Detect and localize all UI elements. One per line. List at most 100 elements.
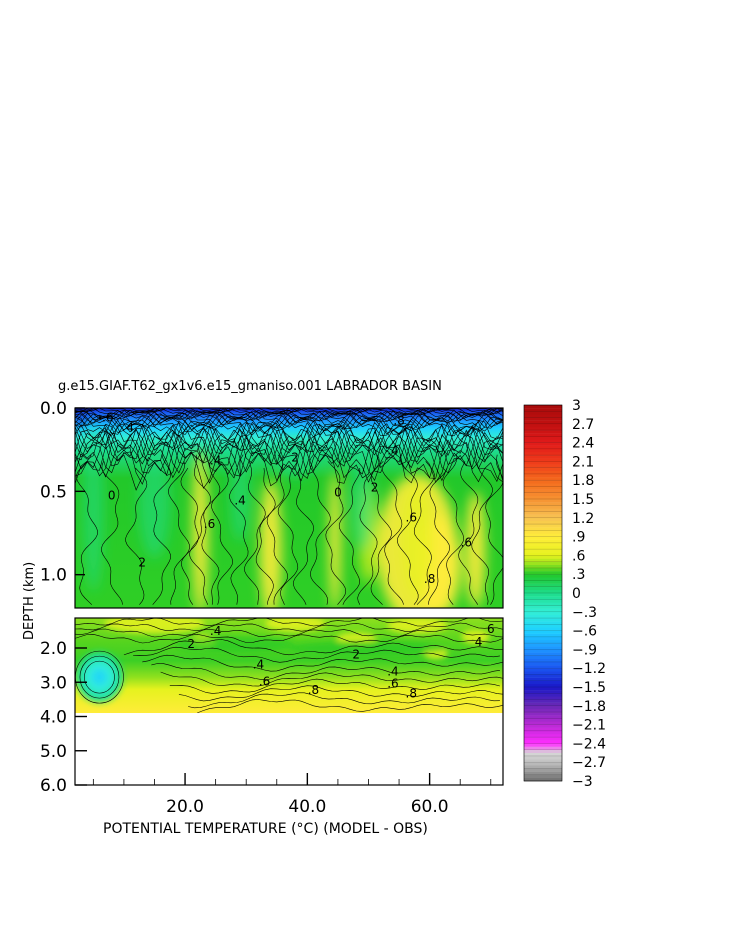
colorbar-band	[524, 608, 562, 612]
colorbar-band	[524, 734, 562, 738]
cool-region	[350, 449, 375, 550]
contour-line	[309, 454, 331, 605]
colorbar-band	[524, 524, 562, 528]
colorbar-label: 2.4	[572, 436, 594, 452]
colorbar-label: −1.8	[572, 699, 606, 715]
colorbar-band	[524, 405, 562, 409]
contour-line	[413, 461, 435, 605]
colorbar-band	[524, 649, 562, 653]
contour-label: 2	[291, 450, 299, 464]
colorbar-band	[524, 414, 562, 418]
colorbar-band	[524, 602, 562, 606]
contour-line	[75, 622, 503, 632]
x-tick-label: 60.0	[411, 797, 449, 817]
colorbar-label: 2.1	[572, 454, 594, 470]
colorbar-label: −2.4	[572, 736, 606, 752]
colorbar-band	[524, 624, 562, 628]
contour-line	[255, 467, 276, 605]
colorbar-band	[524, 464, 562, 468]
contour-line	[84, 660, 115, 694]
contour-label: .6	[461, 535, 472, 549]
colorbar-band	[524, 417, 562, 421]
colorbar-band	[524, 430, 562, 434]
colorbar-band	[524, 708, 562, 713]
contour-label: .4	[210, 454, 221, 468]
colorbar-band	[524, 495, 562, 500]
y-tick-label: 4.0	[40, 708, 67, 728]
colorbar-band	[524, 743, 562, 747]
contour-label: 4	[126, 420, 134, 434]
colorbar-band	[524, 546, 562, 550]
contour-label: 2	[352, 647, 360, 661]
contour-line	[370, 461, 392, 605]
colorbar-band	[524, 596, 562, 600]
colorbar-band	[524, 520, 562, 525]
colorbar-band	[524, 627, 562, 631]
contour-line	[75, 633, 503, 644]
colorbar-band	[524, 549, 562, 553]
colorbar-label: 1.8	[572, 473, 594, 489]
colorbar-band	[524, 439, 562, 443]
contour-line	[75, 424, 503, 479]
colorbar-band	[524, 759, 562, 763]
colorbar-band	[524, 661, 562, 666]
cool-region	[138, 441, 171, 558]
chart-title: g.e15.GIAF.T62_gx1v6.e15_gmaniso.001 LAB…	[58, 379, 442, 394]
colorbar-band	[524, 611, 562, 616]
contour-line	[75, 618, 503, 627]
contour-line	[229, 454, 249, 605]
colorbar-label: .6	[572, 548, 585, 564]
contour-label: .4	[387, 664, 398, 678]
contour-label: 0	[334, 485, 342, 499]
upper-panel: -.6 4 .4 0 .6 .4 2 2 0 2 .4 .6 .6 .8 .8	[74, 407, 504, 609]
contour-line	[180, 467, 199, 605]
colorbar-label: 1.2	[572, 511, 594, 527]
colorbar-band	[524, 574, 562, 578]
colorbar-label: −1.5	[572, 680, 606, 696]
colorbar-label: 0	[572, 586, 581, 602]
y-axis-ticks-upper: 0.0 0.5 1.0	[40, 399, 85, 586]
colorbar-band	[524, 777, 562, 782]
contour-line	[75, 423, 503, 474]
colorbar-bands	[524, 404, 562, 782]
colorbar-band	[524, 683, 562, 688]
contour-line	[75, 412, 503, 436]
colorbar-band	[524, 442, 562, 446]
contour-line	[293, 467, 315, 605]
colorbar-label: −2.7	[572, 755, 606, 771]
colorbar-band	[524, 530, 562, 534]
colorbar-band	[524, 577, 562, 581]
lower-panel-contour-labels: 2.4.4.6.82.4.6.846	[187, 622, 494, 701]
colorbar-band	[524, 621, 562, 625]
cool-region	[83, 424, 104, 592]
contour-line	[167, 461, 190, 605]
colorbar-label: 1.5	[572, 492, 594, 508]
colorbar-band	[524, 445, 562, 450]
colorbar-band	[524, 771, 562, 775]
contour-line	[75, 420, 503, 465]
colorbar-band	[524, 655, 562, 659]
colorbar-band	[524, 765, 562, 769]
colorbar-band	[524, 740, 562, 744]
contour-line	[123, 639, 503, 656]
contour-line	[75, 408, 503, 422]
colorbar-band	[524, 480, 562, 484]
colorbar-band	[524, 699, 562, 703]
y-tick-label: 5.0	[40, 742, 67, 762]
colorbar-label: −2.1	[572, 718, 606, 734]
colorbar: 3 2.7 2.4 2.1 1.8 1.5 1.2 .9 .6 .3 0 −.3 −.6 −.9 −1.2 −…	[523, 398, 606, 790]
colorbar-band	[524, 718, 562, 722]
contour-line	[75, 412, 503, 438]
colorbar-band	[524, 489, 562, 493]
contour-label: 4	[475, 635, 483, 649]
contour-line	[133, 646, 500, 663]
colorbar-label: −.9	[572, 642, 597, 658]
contour-line	[244, 461, 266, 605]
colorbar-label: .9	[572, 530, 585, 546]
contour-line	[75, 425, 503, 482]
cool-region	[230, 441, 251, 542]
y-tick-label: 3.0	[40, 673, 67, 693]
contour-line	[75, 428, 503, 485]
colorbar-band	[524, 564, 562, 569]
lower-panel-field	[75, 618, 503, 714]
